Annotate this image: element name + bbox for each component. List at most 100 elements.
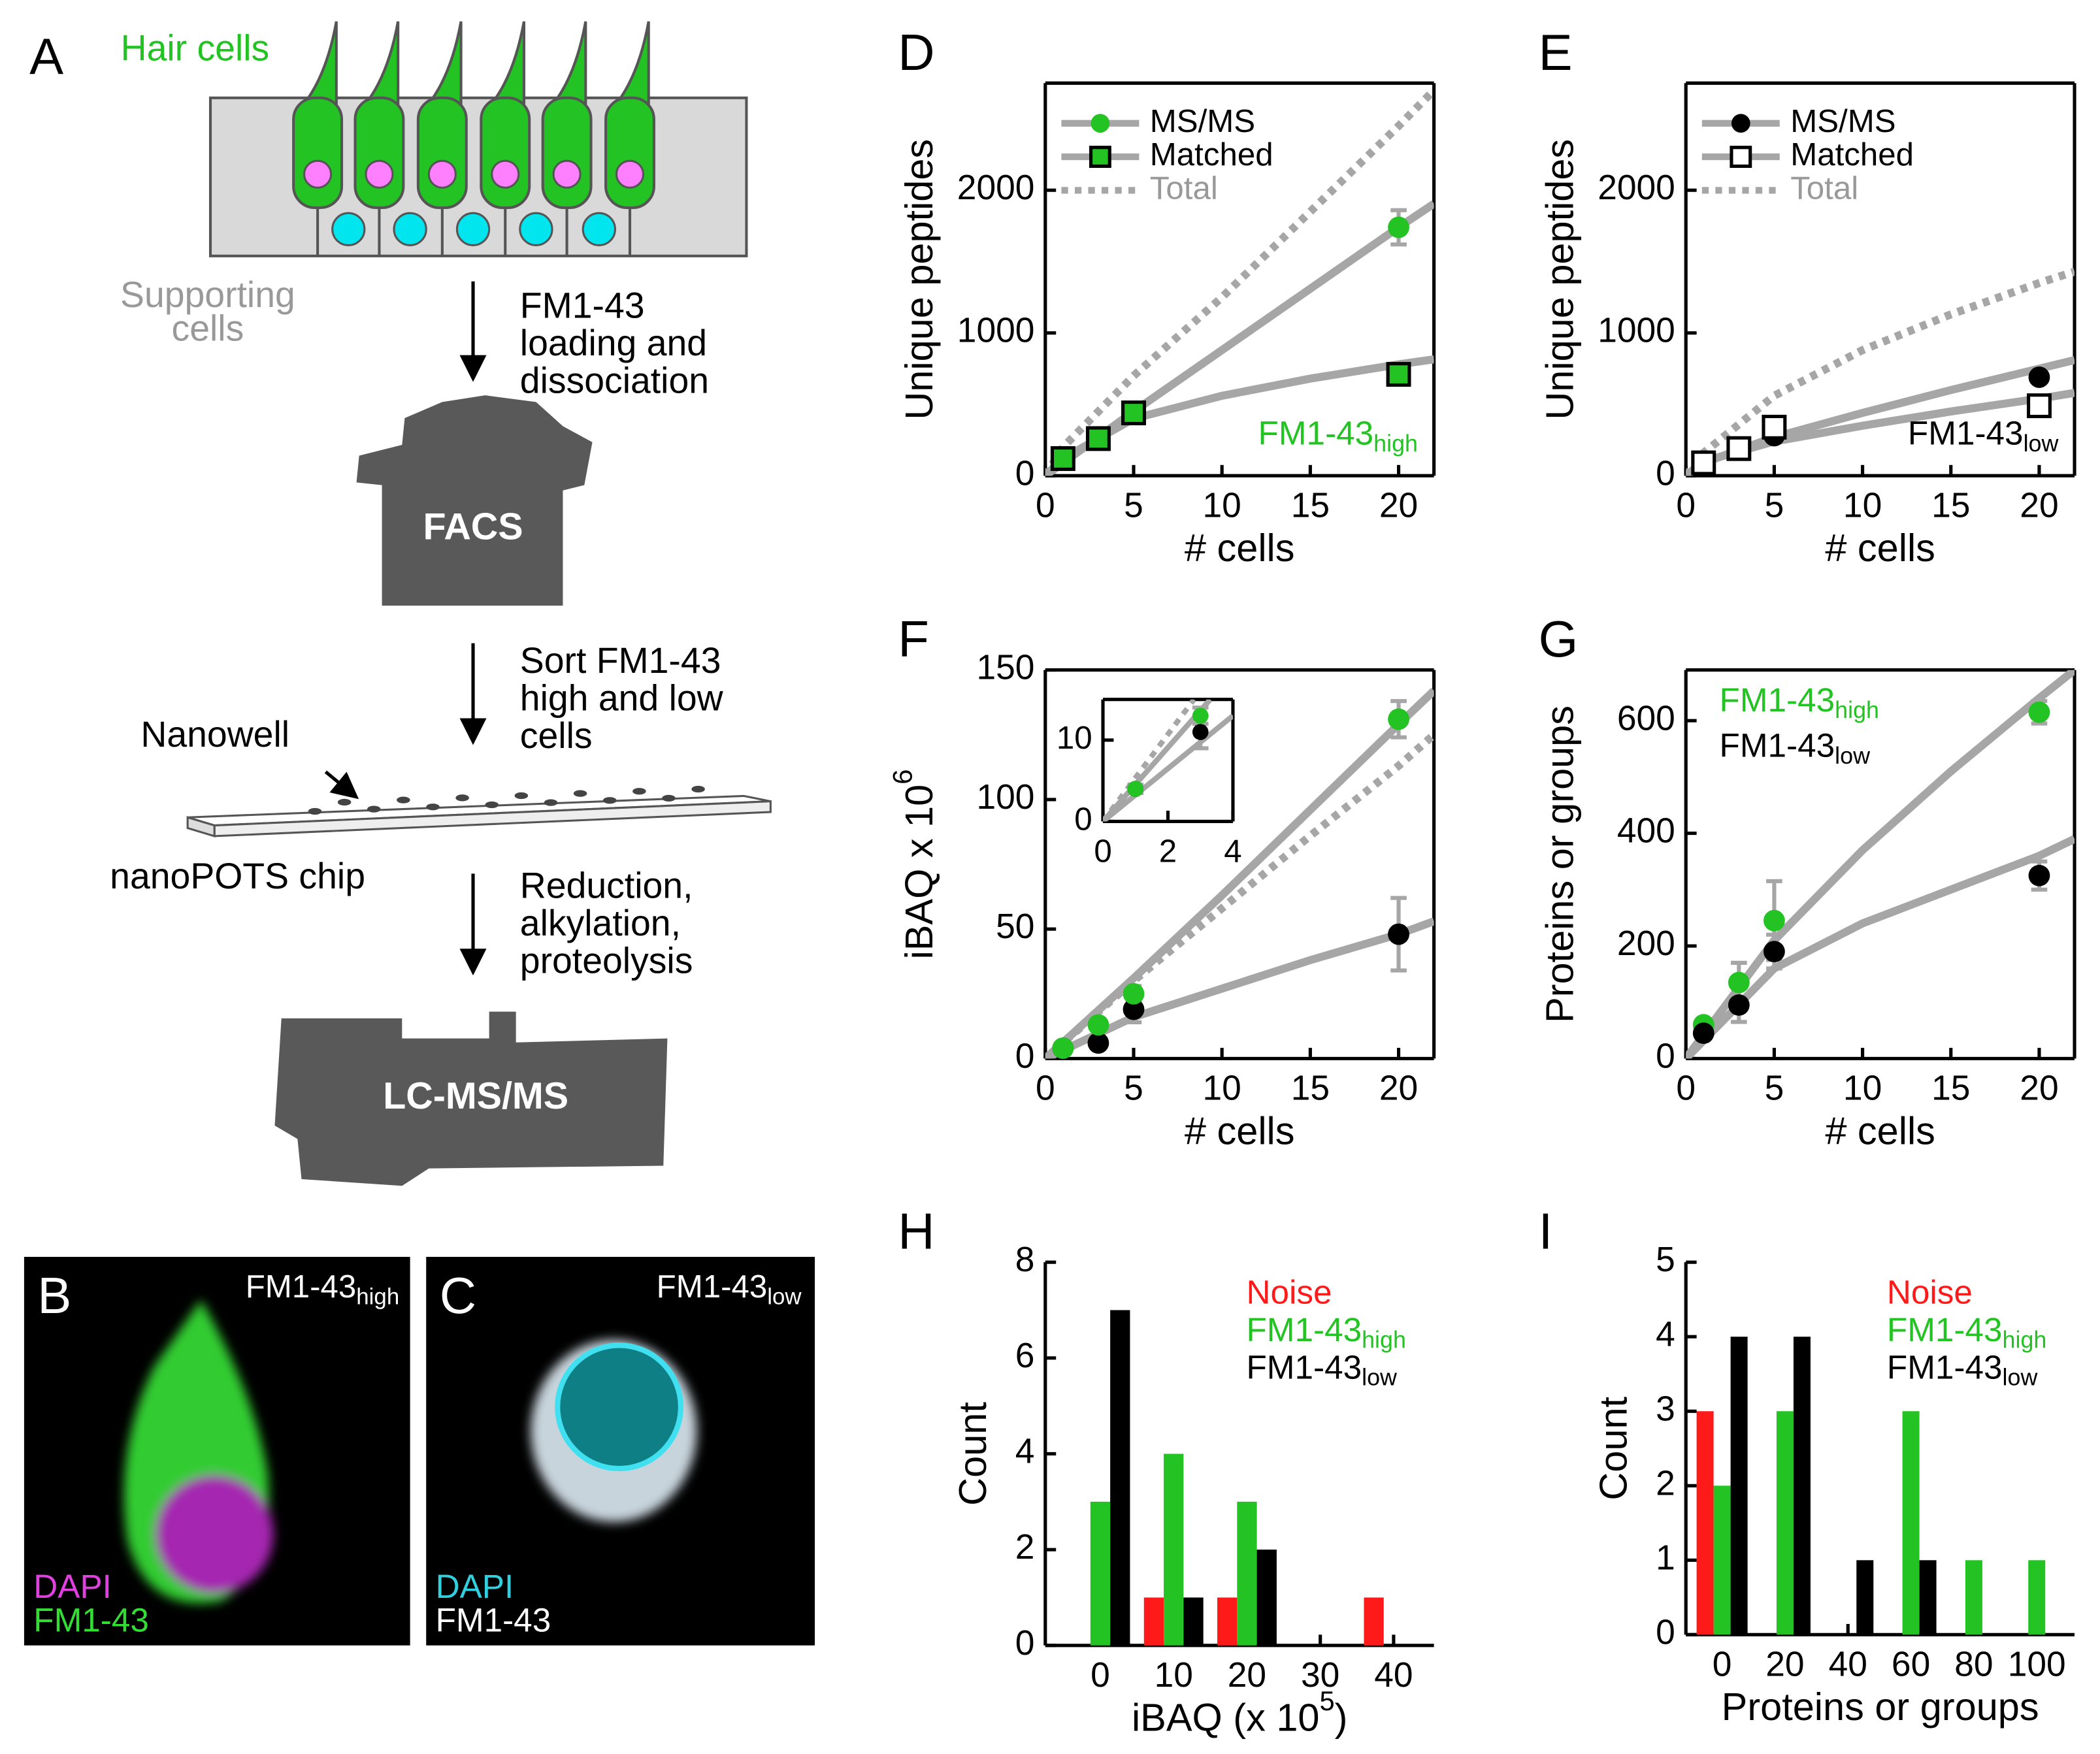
text-part: Count [1591, 1396, 1635, 1500]
data-point [1388, 708, 1409, 730]
nanowell-label: Nanowell [140, 714, 289, 755]
bar [1793, 1337, 1811, 1635]
fit-line [1686, 670, 2075, 1059]
data-point [1728, 971, 1750, 994]
bar [1237, 1501, 1257, 1646]
legend-label: MS/MS [1790, 103, 1895, 139]
text-part: Matched [1790, 137, 1914, 172]
image-title: FM1-43high [246, 1269, 399, 1310]
panel-label: I [1539, 1203, 1553, 1260]
nanowell [573, 790, 587, 797]
x-tick-label: 10 [1843, 487, 1882, 525]
panel-label: B [37, 1267, 71, 1324]
cell-image [531, 1340, 697, 1523]
text-part: # cells [1185, 1109, 1295, 1152]
bar [1902, 1411, 1920, 1635]
data-point [1121, 400, 1146, 426]
x-tick-label: 20 [1379, 487, 1418, 525]
x-tick-label: 0 [1676, 487, 1696, 525]
supporting-cells-label: cells [172, 308, 244, 348]
data-point [1691, 450, 1716, 476]
x-tick-label: 10 [1155, 1656, 1193, 1695]
y-tick-label: 5 [1656, 1241, 1675, 1279]
legend-label: FM1-43high [1720, 681, 1879, 723]
data-point [1388, 216, 1409, 238]
data-point [1085, 426, 1111, 451]
bar [1919, 1560, 1937, 1635]
fit-line [1045, 355, 1434, 476]
text-part: Noise [1887, 1273, 1973, 1310]
y-tick-label: 0 [1015, 1624, 1035, 1663]
chip [186, 794, 772, 838]
bar [1090, 1501, 1111, 1646]
text-part: # cells [1185, 526, 1295, 570]
text-part: Proteins or groups [1537, 706, 1581, 1023]
cell-image [123, 1299, 274, 1604]
fit-line [1045, 87, 1434, 476]
x-tick-label: 2 [1159, 834, 1177, 869]
x-axis-title: # cells [1825, 526, 1935, 570]
nanowell [514, 792, 529, 800]
nanowell [602, 797, 617, 804]
legend-label: FM1-43high [1887, 1310, 2046, 1353]
text-part: ) [1335, 1695, 1348, 1739]
y-tick-label: 600 [1617, 699, 1675, 738]
data-point [1087, 1032, 1109, 1054]
y-tick-label: 2000 [1598, 169, 1675, 207]
nanowell [337, 798, 352, 806]
x-tick-label: 100 [2008, 1646, 2066, 1684]
text-part: iBAQ x 10 [897, 785, 941, 960]
fit-line [1103, 699, 1196, 822]
y-tick-label: 0 [1656, 454, 1675, 493]
data-point [1192, 724, 1209, 740]
subscript: low [1362, 1365, 1397, 1391]
x-tick-label: 10 [1843, 1069, 1882, 1108]
facs-machine [356, 395, 593, 606]
channel-label: FM1-43 [436, 1601, 551, 1638]
legend-label: FM1-43high [1246, 1310, 1405, 1353]
x-tick-label: 15 [1291, 1069, 1330, 1108]
panel-label: C [440, 1267, 476, 1324]
legend-label: Total [1150, 170, 1218, 206]
y-axis-title: Unique peptides [897, 139, 941, 420]
x-axis-title: # cells [1825, 1109, 1935, 1152]
supscript: 5 [1320, 1685, 1335, 1716]
data-point [1123, 983, 1145, 1005]
data-point [1726, 436, 1752, 461]
bar [1856, 1560, 1874, 1635]
subscript: low [2003, 1365, 2038, 1391]
text-part: Unique peptides [1537, 139, 1581, 420]
data-point [1388, 923, 1409, 945]
y-axis-title: Proteins or groups [1537, 706, 1581, 1023]
data-point [1050, 446, 1075, 471]
y-tick-label: 0 [1656, 1613, 1675, 1651]
y-tick-label: 400 [1617, 812, 1675, 851]
x-tick-label: 0 [1036, 487, 1055, 525]
panel-label: F [898, 610, 929, 668]
bar [1143, 1597, 1164, 1646]
lcms-label: LC-MS/MS [383, 1075, 568, 1117]
data-point [1087, 1014, 1109, 1036]
data-point [2028, 701, 2050, 723]
nanowell [691, 785, 705, 793]
subscript: high [2003, 1327, 2047, 1354]
step-text: cells [520, 715, 593, 756]
subscript: high [1362, 1327, 1406, 1354]
x-tick-label: 20 [1379, 1069, 1418, 1108]
fit-line [1045, 732, 1434, 1059]
y-tick-label: 4 [1656, 1315, 1675, 1354]
x-tick-label: 20 [1228, 1656, 1266, 1695]
x-tick-label: 40 [1829, 1646, 1867, 1684]
y-tick-label: 4 [1015, 1433, 1035, 1471]
bar [1696, 1411, 1714, 1635]
y-tick-label: 10 [1057, 720, 1092, 756]
x-tick-label: 5 [1124, 1069, 1143, 1108]
x-tick-label: 60 [1892, 1646, 1930, 1684]
nanowell [308, 807, 322, 815]
data-point [1123, 998, 1145, 1020]
data-point [1763, 941, 1785, 963]
bar [1217, 1597, 1238, 1646]
subscript: high [1373, 431, 1418, 457]
bar [1183, 1597, 1204, 1646]
